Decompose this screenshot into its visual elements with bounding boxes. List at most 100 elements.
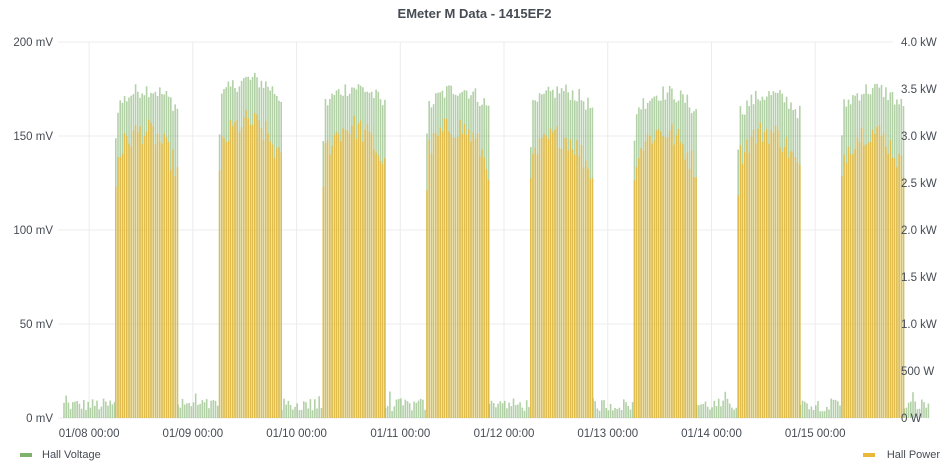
bar-hall-voltage — [89, 407, 92, 418]
bar-hall-power — [545, 135, 547, 418]
bar-hall-power — [657, 129, 660, 418]
bar-hall-power — [435, 133, 437, 418]
legend-label-hall-voltage: Hall Voltage — [42, 449, 101, 461]
x-tick-label: 01/10 00:00 — [266, 428, 327, 440]
bar-hall-voltage — [107, 405, 109, 418]
bar-hall-power — [854, 149, 856, 419]
bar-hall-voltage — [508, 402, 510, 418]
bar-hall-power — [450, 134, 452, 418]
bar-hall-voltage — [287, 400, 290, 418]
bar-hall-power — [262, 140, 265, 419]
bar-hall-voltage — [918, 408, 921, 418]
bar-hall-voltage — [497, 403, 499, 418]
bar-hall-power — [163, 133, 165, 418]
bar-hall-voltage — [728, 403, 731, 418]
bar-hall-voltage — [823, 411, 826, 418]
bar-hall-power — [329, 154, 331, 418]
bar-hall-power — [677, 129, 680, 418]
bar-hall-power — [238, 132, 241, 419]
bar-hall-power — [580, 145, 583, 418]
y-right-tick-label: 500 W — [901, 366, 934, 378]
bar-hall-voltage — [309, 399, 312, 418]
bar-hall-voltage — [514, 405, 517, 418]
bar-hall-voltage — [801, 400, 804, 418]
bar-hall-voltage — [525, 400, 528, 418]
bar-hall-voltage — [404, 399, 407, 418]
bar-hall-power — [865, 144, 867, 418]
bar-hall-voltage — [839, 405, 841, 418]
bar-hall-power — [381, 164, 384, 418]
bar-hall-power — [543, 134, 545, 418]
bar-hall-power — [342, 128, 344, 418]
bar-hall-power — [885, 146, 887, 418]
bar-hall-voltage — [63, 402, 65, 418]
bar-hall-power — [860, 127, 863, 418]
bar-hall-power — [481, 149, 483, 419]
bar-hall-voltage — [408, 403, 411, 418]
bar-hall-power — [344, 129, 347, 418]
bar-hall-power — [333, 134, 336, 418]
bar-hall-voltage — [603, 400, 605, 418]
bar-hall-voltage — [406, 401, 409, 418]
bar-hall-power — [880, 136, 883, 418]
bar-hall-power — [351, 125, 353, 419]
bar-hall-power — [662, 136, 664, 418]
bar-hall-voltage — [179, 407, 182, 418]
bar-hall-power — [452, 137, 455, 418]
bar-hall-voltage — [415, 402, 418, 418]
bar-hall-power — [161, 143, 163, 418]
y-right-tick-label: 0 W — [901, 413, 922, 425]
bar-hall-power — [889, 140, 892, 418]
bar-hall-voltage — [69, 409, 72, 418]
bar-hall-power — [121, 153, 124, 419]
bar-hall-power — [675, 135, 678, 418]
bar-hall-voltage — [395, 399, 398, 418]
bar-hall-voltage — [188, 403, 190, 418]
bar-hall-power — [589, 179, 591, 418]
bar-hall-voltage — [205, 399, 208, 418]
bar-hall-power — [154, 144, 157, 418]
bar-hall-power — [578, 156, 580, 418]
bar-hall-voltage — [402, 405, 404, 418]
bar-hall-power — [243, 117, 245, 418]
bar-hall-voltage — [210, 400, 212, 418]
bar-hall-power — [558, 148, 561, 418]
bar-hall-power — [587, 168, 589, 418]
y-left-tick-label: 200 mV — [13, 37, 53, 49]
bar-hall-power — [152, 126, 154, 419]
bar-hall-voltage — [94, 405, 96, 418]
bar-hall-power — [245, 109, 247, 419]
bar-hall-power — [337, 134, 340, 418]
bar-hall-voltage — [190, 406, 193, 418]
bar-hall-power — [273, 158, 276, 419]
bar-hall-voltage — [490, 400, 493, 418]
bar-hall-power — [364, 129, 366, 419]
bar-hall-voltage — [109, 400, 111, 418]
bar-hall-power — [454, 137, 457, 418]
bar-hall-power — [432, 133, 435, 418]
bar-hall-power — [362, 141, 364, 419]
bar-hall-power — [119, 157, 121, 418]
legend-swatch-hall-voltage — [20, 453, 32, 457]
bar-hall-voltage — [506, 408, 508, 418]
bar-hall-power — [446, 119, 448, 418]
bar-hall-voltage — [713, 400, 716, 418]
bar-hall-voltage — [303, 401, 305, 418]
bar-hall-power — [348, 134, 351, 419]
bar-hall-power — [232, 126, 234, 419]
bar-hall-voltage — [704, 401, 707, 418]
bar-hall-voltage — [910, 401, 912, 418]
bar-hall-power — [326, 140, 329, 418]
bar-hall-voltage — [528, 407, 530, 418]
bar-hall-power — [646, 134, 649, 418]
bar-hall-power — [750, 136, 753, 418]
bar-hall-voltage — [722, 400, 724, 418]
bar-hall-power — [898, 153, 900, 418]
bar-hall-power — [538, 138, 541, 418]
bar-hall-power — [331, 145, 333, 418]
bar-hall-voltage — [914, 401, 916, 418]
x-tick-label: 01/15 00:00 — [785, 428, 846, 440]
bar-hall-power — [655, 130, 658, 418]
bar-hall-voltage — [812, 410, 815, 418]
